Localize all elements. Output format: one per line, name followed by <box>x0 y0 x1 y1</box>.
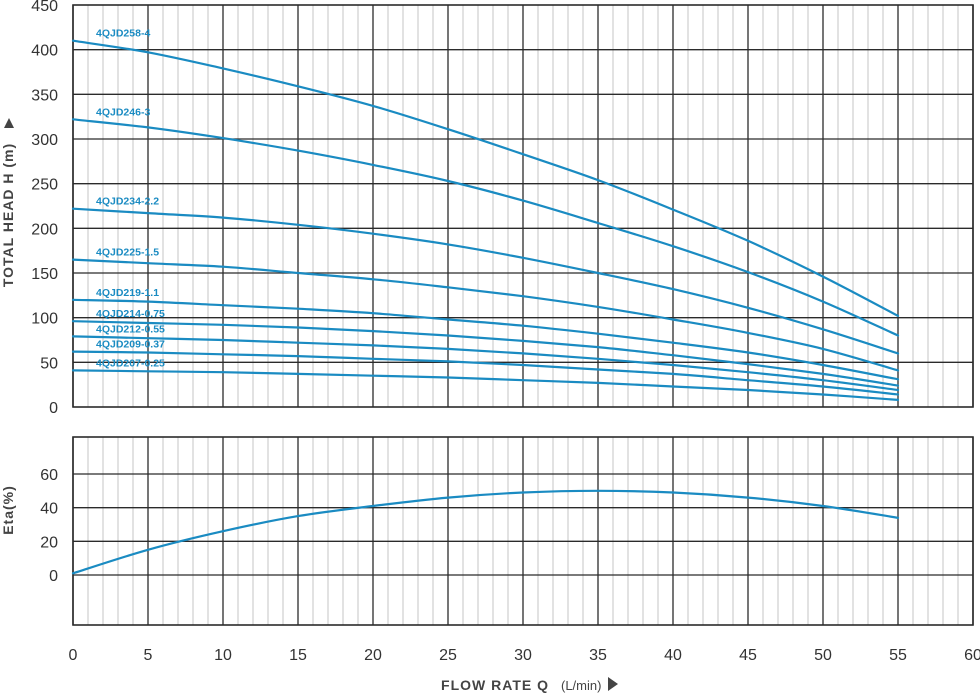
head-tick-label: 0 <box>49 400 58 417</box>
head-tick-label: 150 <box>31 266 58 283</box>
curve-labels: 4QJD258-4 4QJD246-3 4QJD234-2.2 4QJD225-1.5… <box>96 28 165 370</box>
flow-tick-label: 50 <box>814 647 832 664</box>
head-tick-label: 250 <box>31 177 58 194</box>
flow-tick-label: 40 <box>664 647 682 664</box>
head-tick-label: 450 <box>31 0 58 15</box>
curves <box>71 39 900 575</box>
head-curve-4qjd258-4 <box>71 39 900 317</box>
curve-label-4qjd207-0.25: 4QJD207-0.25 <box>96 357 165 369</box>
y-axis-title-eta: Eta(%) <box>0 485 16 535</box>
head-curve-4qjd246-3 <box>71 118 900 337</box>
curve-label-4qjd209-0.37: 4QJD209-0.37 <box>96 339 165 351</box>
flow-tick-label: 45 <box>739 647 757 664</box>
eta-tick-label: 0 <box>49 568 58 585</box>
plot-frame <box>72 436 974 626</box>
grid <box>72 4 974 626</box>
triangle-up-icon <box>4 118 14 128</box>
head-curve-4qjd209-0.37 <box>71 350 900 396</box>
curve-label-4qjd246-3: 4QJD246-3 <box>96 106 150 118</box>
flow-tick-label: 5 <box>144 647 153 664</box>
head-tick-label: 100 <box>31 311 58 328</box>
flow-tick-label: 20 <box>364 647 382 664</box>
head-curve-4qjd225-1.5 <box>71 258 900 372</box>
flow-tick-label: 55 <box>889 647 907 664</box>
flow-tick-label: 30 <box>514 647 532 664</box>
head-curve-4qjd219-1.1 <box>71 298 900 381</box>
flow-tick-label: 15 <box>289 647 307 664</box>
curve-label-4qjd258-4: 4QJD258-4 <box>96 28 150 40</box>
head-tick-label: 400 <box>31 43 58 60</box>
plot-frame <box>72 4 974 408</box>
eta-tick-label: 20 <box>40 534 58 551</box>
tick-labels: 0 50 100 150 200 250 300 350 400 450 0 20 40 60 0 5 10 15… <box>31 0 980 664</box>
efficiency-curve <box>71 489 900 575</box>
head-tick-label: 50 <box>40 355 58 372</box>
flow-axis-unit: (L/min) <box>561 678 601 693</box>
head-curve-4qjd212-0.55 <box>71 335 900 392</box>
flow-tick-label: 0 <box>69 647 78 664</box>
head-tick-label: 200 <box>31 221 58 238</box>
head-curve-4qjd214-0.75 <box>71 320 900 387</box>
triangle-right-icon <box>608 677 618 691</box>
head-tick-label: 350 <box>31 87 58 104</box>
eta-axis-label: Eta(%) <box>0 485 16 535</box>
head-curve-4qjd234-2.2 <box>71 207 900 355</box>
eta-tick-label: 40 <box>40 501 58 518</box>
head-tick-label: 300 <box>31 132 58 149</box>
flow-tick-label: 60 <box>964 647 980 664</box>
curve-label-4qjd212-0.55: 4QJD212-0.55 <box>96 323 165 335</box>
flow-tick-label: 35 <box>589 647 607 664</box>
eta-tick-label: 60 <box>40 467 58 484</box>
flow-tick-label: 25 <box>439 647 457 664</box>
flow-tick-label: 10 <box>214 647 232 664</box>
head-curve-4qjd207-0.25 <box>71 369 900 401</box>
curve-label-4qjd219-1.1: 4QJD219-1.1 <box>96 287 159 299</box>
flow-axis-label: FLOW RATE Q <box>441 677 549 693</box>
y-axis-title-head: TOTAL HEAD H (m) <box>0 143 16 287</box>
head-axis-label: TOTAL HEAD H (m) <box>0 143 16 287</box>
curve-label-4qjd225-1.5: 4QJD225-1.5 <box>96 247 159 259</box>
curve-label-4qjd214-0.75: 4QJD214-0.75 <box>96 308 165 320</box>
curve-label-4qjd234-2.2: 4QJD234-2.2 <box>96 196 159 208</box>
